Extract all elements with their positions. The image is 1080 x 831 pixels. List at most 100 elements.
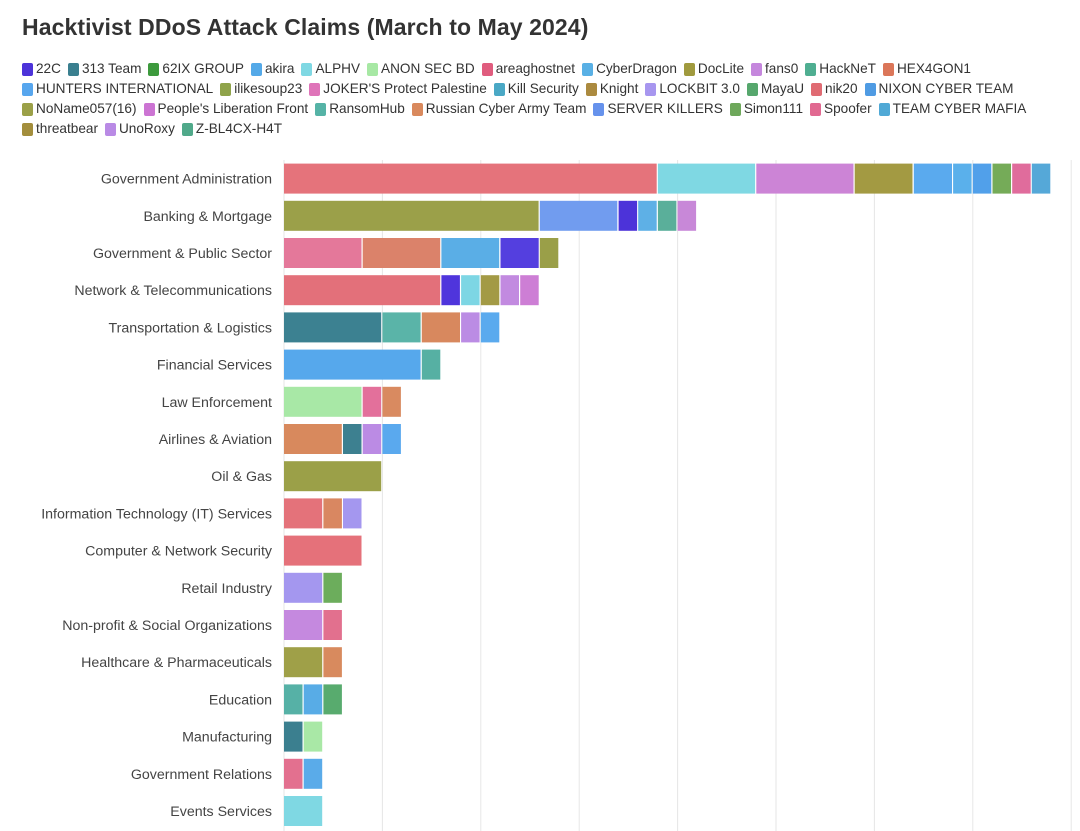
legend-item[interactable]: 313 Team [67,60,141,78]
legend-item[interactable]: HackNeT [805,60,876,78]
bar-segment[interactable]: nik20: 3.8 [284,163,657,194]
legend-item[interactable]: SERVER KILLERS [593,100,723,118]
bar-segment[interactable]: 22C: 0.2 [441,275,460,306]
chart-title: Hacktivist DDoS Attack Claims (March to … [22,14,589,40]
bar-segment[interactable]: Russian Cyber Army Team: 0.2 [323,498,342,529]
bar-segment[interactable]: ANON SEC BD: 0.2 [303,721,323,752]
bar-segment[interactable]: People's Liberation Front: 0.2 [520,275,539,306]
bar-segment[interactable]: Spoofer: 0.2 [362,386,382,417]
legend-item[interactable]: ilikesoup23 [220,80,302,98]
bar-segment[interactable]: nik20: 1.6 [284,275,441,306]
bar-segment[interactable]: UnoRoxy: 0.2 [362,424,382,454]
bar-segment[interactable]: akira: 0.6 [441,238,500,268]
bar-segment[interactable]: RansomHub: 0.2 [657,200,677,231]
legend-item[interactable]: Russian Cyber Army Team [411,100,586,118]
legend-swatch [593,102,605,116]
category-label: Information Technology (IT) Services [41,506,272,522]
bar-segment[interactable]: NoName057(16): 0.2 [539,238,559,268]
bar-segment[interactable]: RansomHub: 0.4 [382,312,421,343]
bar-segment[interactable]: Simon111: 0.2 [323,572,342,603]
legend-item[interactable]: HEX4GON1 [882,60,971,78]
legend-swatch [301,62,313,76]
bar-segment[interactable]: Spoofer: 0.2 [323,610,342,640]
bar-segment[interactable]: ANON SEC BD: 0.8 [284,386,362,417]
legend-item[interactable]: TEAM CYBER MAFIA [878,100,1026,118]
bar-segment[interactable]: HUNTERS INTERNATIONAL: 0.2 [382,424,401,454]
bar-segment[interactable]: RansomHub: 0.2 [421,349,441,380]
bar-segment[interactable]: Russian Cyber Army Team: 0.2 [382,386,401,417]
bar-segment[interactable]: Simon111: 0.2 [992,163,1012,194]
bar-segment[interactable]: fans0: 0.4 [284,610,323,640]
legend-item[interactable]: NoName057(16) [22,100,137,118]
bar-segment[interactable]: 313 Team: 1 [284,312,382,343]
legend-item[interactable]: RansomHub [315,100,405,118]
bar-segment[interactable]: LOCKBIT 3.0: 0.4 [284,572,323,603]
legend-item[interactable]: nik20 [811,80,858,98]
legend-item[interactable]: JOKER'S Protect Palestine [309,80,487,98]
legend-item[interactable]: Kill Security [493,80,579,98]
bar-segment[interactable]: ALPHV: 0.4 [284,796,323,826]
legend-item[interactable]: MayaU [746,80,804,98]
legend-item[interactable]: HUNTERS INTERNATIONAL [22,80,213,98]
legend-swatch [22,122,33,136]
legend-item[interactable]: areaghostnet [481,60,575,78]
bar-segment[interactable]: Spoofer: 0.2 [284,758,303,789]
bar-segment[interactable]: CyberDragon: 0.2 [303,758,323,789]
legend-swatch [309,82,321,96]
bar-segment[interactable]: RansomHub: 0.2 [284,684,303,715]
bar-segment[interactable]: NoName057(16): 0.4 [284,647,323,678]
legend-swatch [729,102,741,116]
legend-item[interactable]: 22C [22,60,61,78]
legend-item[interactable]: CyberDragon [582,60,677,78]
legend-item[interactable]: ANON SEC BD [367,60,475,78]
bar-segment[interactable]: Spoofer: 0.8 [284,238,362,268]
legend-item[interactable]: Spoofer [810,100,872,118]
bar-segment[interactable]: Russian Cyber Army Team: 0.4 [421,312,460,343]
legend-item[interactable]: Simon111 [729,100,803,118]
legend-item[interactable]: fans0 [751,60,798,78]
bar-segment[interactable]: DocLite: 0.2 [480,275,500,306]
bar-segment[interactable]: NoName057(16): 2.6 [284,200,539,231]
legend-item[interactable]: DocLite [683,60,744,78]
legend-item[interactable]: UnoRoxy [104,120,175,138]
bar-segment[interactable]: ALPHV: 0.2 [461,275,480,306]
category-label: Government Relations [131,767,272,783]
bar-segment[interactable]: 22C: 0.2 [618,200,638,231]
legend-item[interactable]: ALPHV [301,60,360,78]
legend-item[interactable]: 62IX GROUP [148,60,244,78]
bar-segment[interactable]: People's Liberation Front: 1 [756,163,854,194]
bar-segment[interactable]: NoName057(16): 1 [284,461,382,492]
bar-segment[interactable]: nik20: 0.8 [284,535,362,566]
bar-segment[interactable]: akira: 0.2 [303,684,323,715]
bar-segment[interactable]: CyberDragon: 0.2 [638,200,657,231]
bar-segment[interactable]: Russian Cyber Army Team: 0.6 [284,424,342,454]
legend-item[interactable]: threatbear [22,120,98,138]
bar-segment[interactable]: TEAM CYBER MAFIA: 0.2 [1031,163,1051,194]
bar-segment[interactable]: fans0: 0.2 [500,275,520,306]
bar-segment[interactable]: HUNTERS INTERNATIONAL: 1.4 [284,349,421,380]
legend-item[interactable]: Knight [585,80,638,98]
legend-item[interactable]: LOCKBIT 3.0 [645,80,740,98]
bar-segment[interactable]: fans0: 0.2 [677,200,697,231]
legend-item[interactable]: Z-BL4CX-H4T [181,120,282,138]
bar-segment[interactable]: 22C: 0.4 [500,238,539,268]
bar-segment[interactable]: 313 Team: 0.2 [284,721,303,752]
bar-segment[interactable]: nik20: 0.4 [284,498,323,529]
bar-segment[interactable]: 313 Team: 0.2 [343,424,362,454]
bar-segment[interactable]: ALPHV: 1 [657,163,756,194]
bar-segment[interactable]: Spoofer: 0.2 [1012,163,1031,194]
legend-item[interactable]: akira [250,60,294,78]
bar-segment[interactable]: LOCKBIT 3.0: 0.2 [343,498,362,529]
legend-item[interactable]: NIXON CYBER TEAM [864,80,1013,98]
bar-segment[interactable]: MayaU: 0.2 [323,684,342,715]
bar-segment[interactable]: Russian Cyber Army Team: 0.8 [362,238,441,268]
bar-segment[interactable]: NoName057(16): 0.6 [854,163,913,194]
legend-item[interactable]: People's Liberation Front [143,100,308,118]
bar-segment[interactable]: Russian Cyber Army Team: 0.2 [323,647,342,678]
bar-segment[interactable]: HUNTERS INTERNATIONAL: 0.4 [913,163,952,194]
bar-segment[interactable]: SERVER KILLERS: 0.8 [539,200,618,231]
bar-segment[interactable]: HUNTERS INTERNATIONAL: 0.2 [480,312,500,343]
bar-segment[interactable]: NIXON CYBER TEAM: 0.2 [972,163,992,194]
bar-segment[interactable]: CyberDragon: 0.2 [953,163,972,194]
bar-segment[interactable]: UnoRoxy: 0.2 [461,312,480,343]
